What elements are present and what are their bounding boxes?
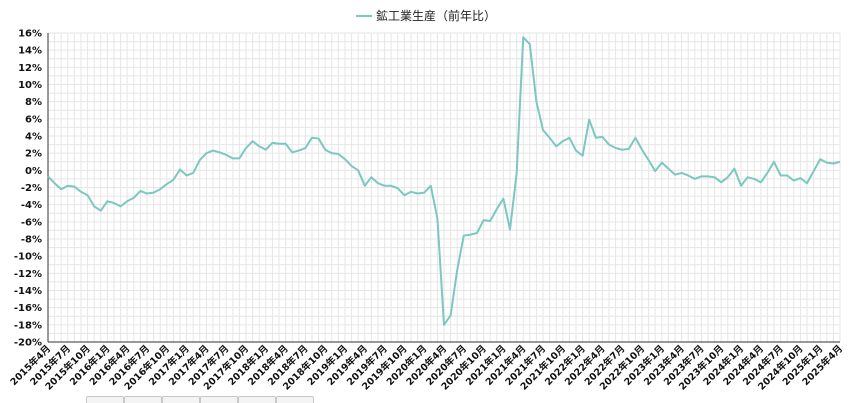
y-tick-label: 8%: [25, 97, 42, 108]
x-axis-ticks: 2015年4月2015年7月2015年10月2016年1月2016年4月2016…: [8, 343, 845, 393]
y-tick-label: -20%: [14, 338, 42, 349]
y-tick-label: -14%: [14, 286, 42, 297]
y-tick-label: -12%: [14, 269, 42, 280]
y-tick-label: -18%: [14, 320, 42, 331]
y-tick-label: -10%: [14, 252, 42, 263]
series-layer: [47, 36, 841, 326]
y-axis-ticks: 16% 14% 12% 10% 8% 6% 4% 2% 0% -2% -4% -6% -8% -10% -1…: [14, 29, 42, 349]
y-tick-label: -16%: [14, 303, 42, 314]
y-tick-label: 12%: [18, 63, 42, 74]
y-tick-label: 2%: [25, 149, 42, 160]
y-tick-label: 14%: [18, 46, 42, 57]
grid: [47, 32, 841, 343]
y-tick-label: 16%: [18, 29, 42, 40]
y-tick-label: -2%: [21, 183, 42, 194]
y-tick-label: -6%: [21, 217, 42, 228]
axes: [47, 33, 840, 343]
series-line[interactable]: [47, 36, 841, 326]
y-tick-label: 10%: [18, 80, 42, 91]
y-tick-label: 6%: [25, 114, 42, 125]
y-tick-label: -4%: [21, 200, 42, 211]
legend[interactable]: 鉱工業生産（前年比）: [356, 8, 496, 23]
y-tick-label: -8%: [21, 235, 42, 246]
y-tick-label: 0%: [25, 166, 42, 177]
legend-label: 鉱工業生産（前年比）: [376, 8, 496, 23]
y-tick-label: 4%: [25, 132, 42, 143]
